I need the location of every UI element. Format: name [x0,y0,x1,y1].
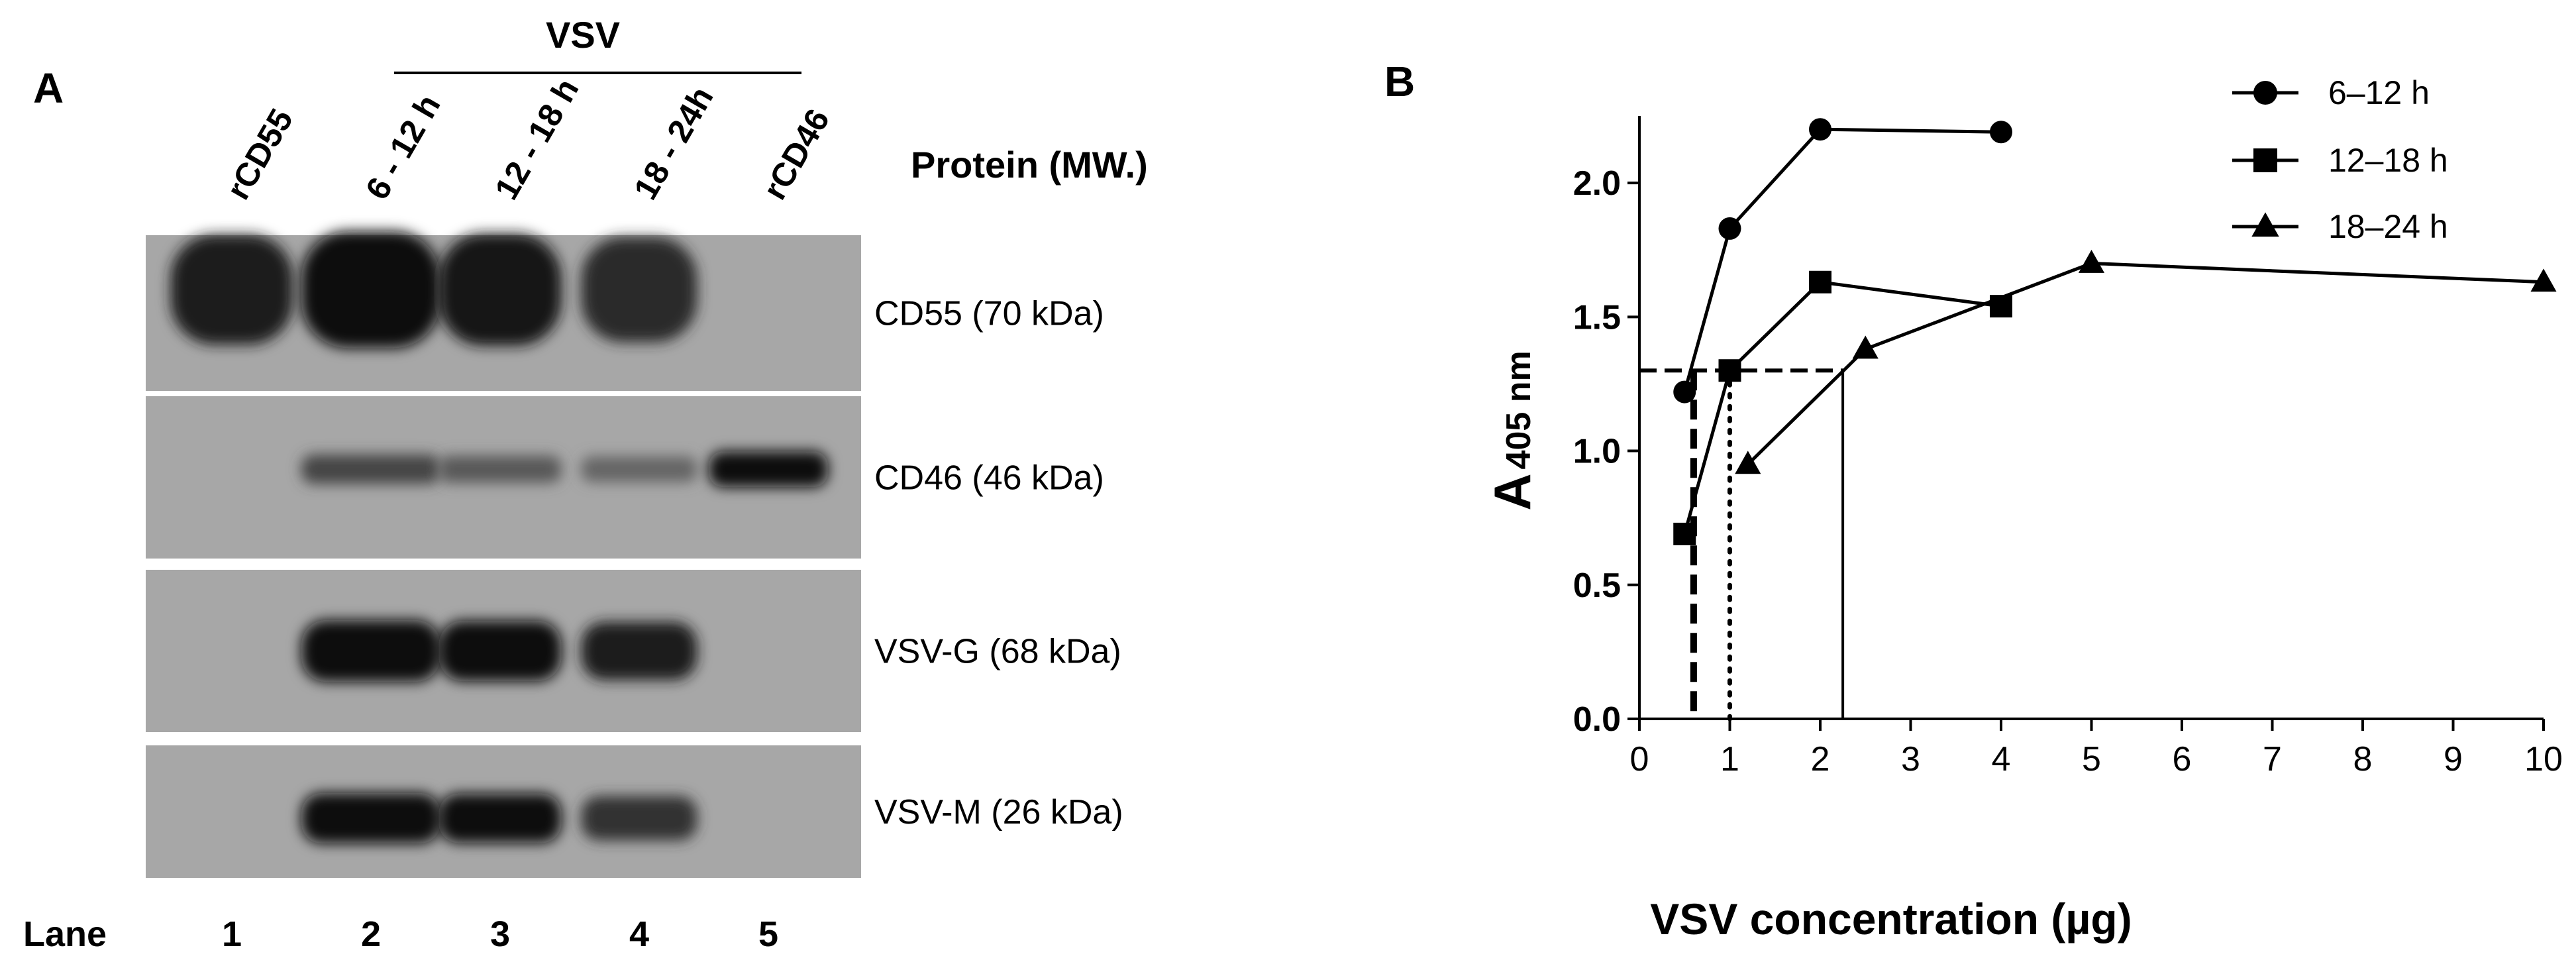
x-tick-label-9: 9 [2444,740,2463,778]
y-axis-label: A 405 nm [1483,350,1541,511]
lane-headers: rCD55 6 - 12 h 12 - 18 h 18 - 24h rCD46 [219,72,837,205]
x-tick-label-8: 8 [2353,740,2373,778]
blot-band-r1-lane3 [438,233,562,346]
blot-band-r3-lane2 [301,619,440,682]
x-tick-label-3: 3 [1901,740,1920,778]
vsv-group-header: VSV [394,14,801,74]
protein-label-2: CD46 (46 kDa) [874,459,1104,498]
blot-band-r3-lane3 [438,620,562,682]
blot-band-r2-lane5 [709,451,828,488]
lane-number-4: 4 [629,914,649,954]
blot-band-r2-lane3 [438,455,562,483]
panel-a-label: A [33,64,64,112]
y-tick-label-1: 0.5 [1573,566,1621,605]
blot-strips [146,231,861,878]
series-3-point-1 [1735,451,1761,474]
lane-number-2: 2 [361,914,381,954]
chart-legend: 6–12 h 12–18 h 18–24 h [2232,74,2448,245]
protein-label-3: VSV-G (68 kDa) [874,633,1121,671]
y-tick-label-0: 0.0 [1573,700,1621,739]
x-tick-label-7: 7 [2263,740,2282,778]
x-tick-label-10: 10 [2524,740,2563,778]
legend-label-3: 18–24 h [2328,208,2448,245]
blot-band-r1-lane2 [301,231,440,349]
x-tick-label-1: 1 [1720,740,1739,778]
y-tick-label-2: 1.0 [1573,433,1621,471]
blot-band-r2-lane2 [301,455,440,484]
y-axis-label-main: A [1483,473,1541,510]
series-3-point-2 [1852,335,1879,359]
line-chart: 0 1 2 3 4 5 6 7 8 9 10 0.0 0.5 1.0 1.5 2.0 6–12 h 12–18 … [1483,74,2563,943]
series-3-point-3 [2078,250,2105,273]
series-layer [1673,118,2557,545]
legend-marker-1 [2253,81,2277,105]
series-2-point-3 [1809,270,1831,294]
panel-b-label: B [1384,58,1415,105]
blot-band-r4-lane4 [581,796,697,841]
blot-band-r1-lane4 [581,237,697,343]
lane-header-2: 6 - 12 h [358,88,448,205]
y-tick-label-4: 2.0 [1573,164,1621,203]
x-tick-label-6: 6 [2173,740,2192,778]
x-tick-label-4: 4 [1992,740,2011,778]
legend-label-2: 12–18 h [2328,142,2448,179]
x-axis-label: VSV concentration (µg) [1650,894,2132,943]
series-1-point-1 [1673,380,1696,403]
series-line-3 [1747,261,2544,466]
series-line-2 [1682,280,2002,535]
legend-label-1: 6–12 h [2328,74,2430,111]
lane-numbers: 1 2 3 4 5 [222,914,778,954]
legend-marker-3 [2251,212,2279,237]
blot-band-r4-lane3 [438,793,562,843]
reference-lines [1639,368,1845,722]
series-2-point-2 [1718,359,1741,382]
protein-labels: CD55 (70 kDa) CD46 (46 kDa) VSV-G (68 kDa)… [874,295,1123,832]
x-tick-label-0: 0 [1630,740,1649,778]
series-line-1 [1682,127,2002,393]
blot-band-r2-lane4 [581,456,697,482]
series-2-point-1 [1673,522,1696,545]
series-1-point-4 [1990,121,2012,144]
series-1-point-3 [1809,118,1831,141]
protein-label-4: VSV-M (26 kDa) [874,793,1123,832]
protein-label-1: CD55 (70 kDa) [874,295,1104,333]
y-axis-label-sub: 405 nm [1500,350,1538,469]
lane-number-5: 5 [758,914,778,954]
chart-axes: 0 1 2 3 4 5 6 7 8 9 10 0.0 0.5 1.0 1.5 2.0 [1573,116,2563,778]
series-3-point-4 [2530,268,2557,292]
blot-band-r1-lane1 [170,235,293,345]
vsv-group-label: VSV [546,14,620,56]
lane-header-1: rCD55 [219,103,300,206]
protein-column-header: Protein (MW.) [911,144,1148,186]
x-tick-label-2: 2 [1811,740,1830,778]
lane-header-3: 12 - 18 h [488,72,586,205]
lane-header-4: 18 - 24h [627,80,721,205]
blot-band-r3-lane4 [581,621,697,680]
blot-band-r4-lane2 [301,793,440,843]
series-1-point-2 [1718,217,1741,240]
lane-number-3: 3 [490,914,510,954]
y-tick-label-3: 1.5 [1573,298,1621,337]
lane-number-1: 1 [222,914,242,954]
legend-marker-2 [2253,148,2277,172]
lane-header-5: rCD46 [756,103,837,206]
x-tick-label-5: 5 [2082,740,2101,778]
lane-title: Lane [23,914,107,954]
